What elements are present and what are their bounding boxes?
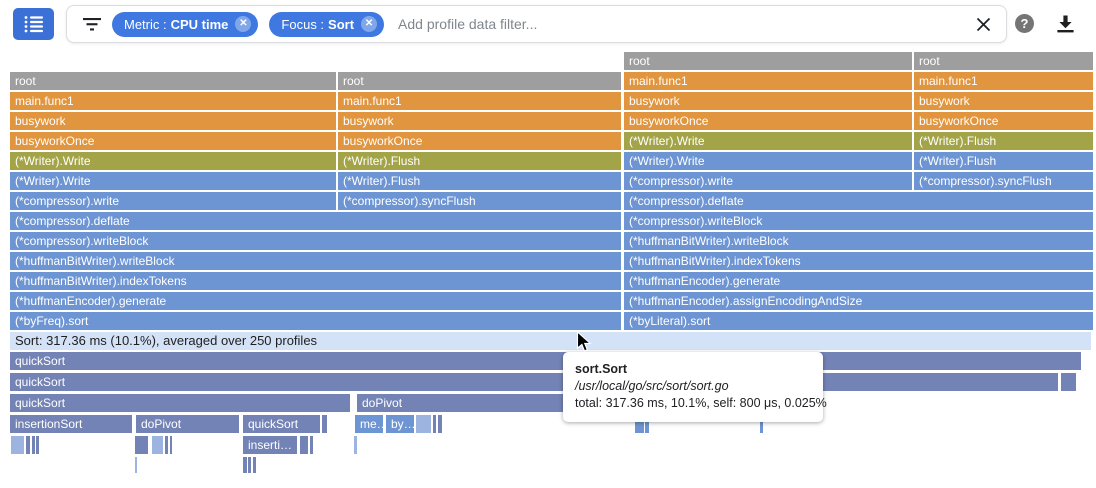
flame-frame[interactable]: doPivot <box>136 415 239 433</box>
flame-frame[interactable]: (*compressor).deflate <box>10 212 621 230</box>
flame-frame[interactable]: (*huffmanBitWriter).indexTokens <box>624 252 1093 270</box>
flame-frame[interactable]: insertionSort <box>10 415 132 433</box>
flame-frame[interactable]: root <box>10 72 336 90</box>
flame-frame[interactable] <box>135 436 148 454</box>
clear-filters-icon[interactable] <box>976 17 991 32</box>
flame-frame[interactable] <box>135 457 137 473</box>
flame-frame[interactable]: inserti… <box>243 436 297 454</box>
flame-frame[interactable]: (*huffmanEncoder).generate <box>10 292 621 310</box>
flame-frame[interactable]: (*compressor).deflate <box>624 192 1093 210</box>
chip-value: CPU time <box>170 16 229 32</box>
tooltip-source-path: /usr/local/go/src/sort/sort.go <box>575 379 729 393</box>
flame-frame[interactable]: quickSort <box>10 373 1058 391</box>
flame-frame[interactable] <box>11 436 24 454</box>
flame-frame[interactable]: busywork <box>914 92 1093 110</box>
flame-frame[interactable]: (*huffmanBitWriter).indexTokens <box>10 272 621 290</box>
flame-frame[interactable]: (*byFreq).sort <box>10 312 621 330</box>
flame-frame[interactable] <box>170 436 172 454</box>
flame-frame[interactable]: main.func1 <box>338 92 621 110</box>
flame-frame[interactable]: (*Writer).Flush <box>914 152 1093 170</box>
flame-frame[interactable]: (*huffmanEncoder).assignEncodingAndSize <box>624 292 1093 310</box>
flame-frame[interactable]: busywork <box>338 112 621 130</box>
flame-frame[interactable]: main.func1 <box>10 92 336 110</box>
flame-frame[interactable]: (*compressor).writeBlock <box>10 232 621 250</box>
flame-frame[interactable]: (*compressor).syncFlush <box>914 172 1093 190</box>
chip-value: Sort <box>328 16 355 32</box>
flame-frame[interactable]: (*Writer).Flush <box>914 132 1093 150</box>
flame-frame[interactable]: (*huffmanBitWriter).writeBlock <box>10 252 621 270</box>
flame-frame[interactable]: (*compressor).write <box>10 192 336 210</box>
filter-chip-focus[interactable]: Focus : Sort ✕ <box>269 11 385 37</box>
flame-frame[interactable]: quickSort <box>10 352 1081 370</box>
filter-list-icon <box>83 17 101 31</box>
flame-frame[interactable]: root <box>624 52 912 70</box>
flame-frame[interactable] <box>32 436 35 454</box>
flame-frame[interactable] <box>165 436 168 454</box>
flame-frame[interactable]: busywork <box>10 112 336 130</box>
flame-frame[interactable] <box>354 436 357 454</box>
flame-frame[interactable]: (*Writer).Flush <box>338 172 621 190</box>
download-icon[interactable] <box>1055 13 1076 34</box>
flame-frame[interactable] <box>1061 373 1076 391</box>
flame-frame[interactable]: (*Writer).Write <box>10 152 336 170</box>
flame-frame[interactable]: busyworkOnce <box>624 112 912 130</box>
flame-frame[interactable]: quickSort <box>10 394 350 412</box>
flame-frame[interactable] <box>152 436 163 454</box>
flame-frame[interactable]: (*Writer).Flush <box>338 152 621 170</box>
flame-frame[interactable]: (*compressor).syncFlush <box>338 192 621 210</box>
flame-frame[interactable]: (*Writer).Write <box>624 152 912 170</box>
tooltip-stats: total: 317.36 ms, 10.1%, self: 800 μs, 0… <box>575 396 827 410</box>
profile-filter-bar[interactable]: Metric : CPU time ✕ Focus : Sort ✕ <box>66 5 1007 43</box>
flame-frame[interactable]: (*byLiteral).sort <box>624 312 1093 330</box>
flame-frame[interactable] <box>438 415 442 433</box>
flame-frame[interactable]: (*huffmanBitWriter).writeBlock <box>624 232 1093 250</box>
flame-frame[interactable] <box>243 457 247 473</box>
flame-frame[interactable]: (*Writer).Write <box>10 172 336 190</box>
chip-close-icon[interactable]: ✕ <box>235 16 252 32</box>
flame-frame[interactable] <box>645 415 649 433</box>
flame-frame[interactable]: quickSort <box>243 415 320 433</box>
flame-frame[interactable] <box>248 457 251 473</box>
flame-frame[interactable]: main.func1 <box>624 72 912 90</box>
filter-input[interactable] <box>396 15 976 33</box>
flame-frame[interactable]: busyworkOnce <box>914 112 1093 130</box>
flame-frame[interactable] <box>300 436 308 454</box>
flame-frame[interactable] <box>416 415 431 433</box>
flame-frame[interactable]: busyworkOnce <box>338 132 621 150</box>
flame-frame[interactable]: (*huffmanEncoder).generate <box>624 272 1093 290</box>
focused-frame-banner[interactable]: Sort: 317.36 ms (10.1%), averaged over 2… <box>10 332 1091 350</box>
filter-chip-metric[interactable]: Metric : CPU time ✕ <box>112 11 259 37</box>
flame-frame[interactable]: main.func1 <box>914 72 1093 90</box>
flame-frame[interactable] <box>322 415 327 433</box>
bulleted-list-icon <box>24 15 44 33</box>
help-icon[interactable]: ? <box>1015 14 1034 33</box>
chip-prefix: Metric : <box>124 16 167 32</box>
flame-frame[interactable]: (*compressor).write <box>624 172 912 190</box>
flame-frame[interactable] <box>760 415 763 433</box>
profile-list-button[interactable] <box>13 8 54 40</box>
flame-frame[interactable]: root <box>914 52 1093 70</box>
flame-frame[interactable] <box>635 415 644 433</box>
mouse-cursor <box>576 331 592 352</box>
flame-frame[interactable]: root <box>338 72 621 90</box>
flame-frame[interactable] <box>433 415 436 433</box>
flame-frame[interactable]: busywork <box>624 92 912 110</box>
flame-frame[interactable]: busyworkOnce <box>10 132 336 150</box>
flame-frame[interactable] <box>310 436 313 454</box>
flame-frame[interactable] <box>36 436 39 454</box>
flame-frame[interactable]: by… <box>386 415 414 433</box>
chip-close-icon[interactable]: ✕ <box>361 16 378 32</box>
flame-frame[interactable]: (*Writer).Write <box>624 132 912 150</box>
tooltip-function-name: sort.Sort <box>575 362 628 376</box>
chip-prefix: Focus : <box>281 16 325 32</box>
flame-frame[interactable]: (*compressor).writeBlock <box>624 212 1093 230</box>
frame-tooltip: sort.Sort /usr/local/go/src/sort/sort.go… <box>563 352 827 422</box>
flame-frame[interactable] <box>253 457 256 473</box>
flame-frame[interactable] <box>26 436 30 454</box>
flame-frame[interactable]: me… <box>355 415 383 433</box>
